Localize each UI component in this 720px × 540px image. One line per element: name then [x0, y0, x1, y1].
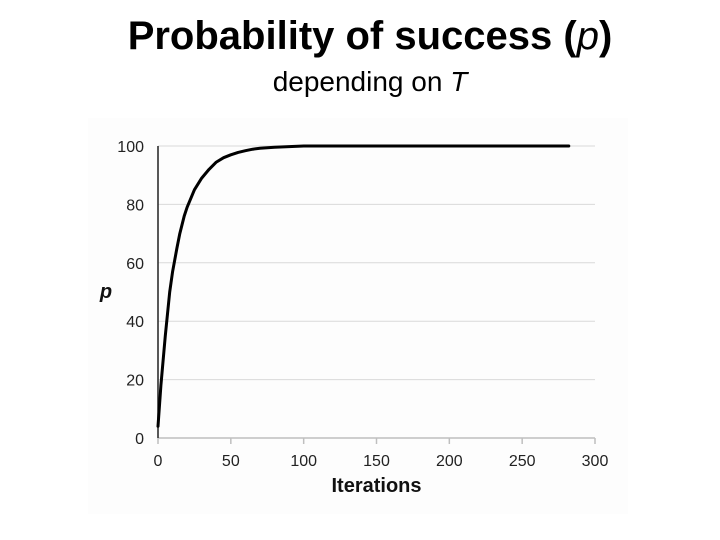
page-title: Probability of success (p) [0, 10, 720, 62]
x-tick-label: 200 [436, 453, 463, 470]
subtitle-variable: T [450, 66, 468, 97]
title-close: ) [598, 14, 613, 58]
line-chart: 0 20 40 60 80 100 0 50 100 150 200 250 300 Iterations… [99, 139, 609, 497]
series-line [156, 144, 571, 428]
y-tick-label: 80 [126, 197, 144, 214]
y-tick-label: 100 [117, 139, 144, 156]
title-text: Probability of success ( [127, 14, 577, 58]
title-variable: p [576, 14, 599, 58]
subtitle-text: depending on [272, 66, 451, 97]
y-tick-label: 20 [126, 373, 144, 390]
x-tick-label: 50 [222, 453, 240, 470]
y-tick-label: 60 [126, 256, 144, 273]
y-axis-title: p [99, 281, 112, 303]
chart-area: 0 20 40 60 80 100 0 50 100 150 200 250 300 Iterations… [88, 118, 628, 514]
y-tick-label: 40 [126, 314, 144, 331]
x-tick-label: 100 [290, 453, 317, 470]
x-tick-label: 250 [509, 453, 536, 470]
x-axis-title: Iterations [331, 475, 421, 497]
x-tick-label: 150 [363, 453, 390, 470]
y-tick-label: 0 [135, 431, 144, 448]
x-tick-label: 0 [154, 453, 163, 470]
x-tick-label: 300 [582, 453, 609, 470]
page-subtitle: depending on T [0, 64, 720, 100]
